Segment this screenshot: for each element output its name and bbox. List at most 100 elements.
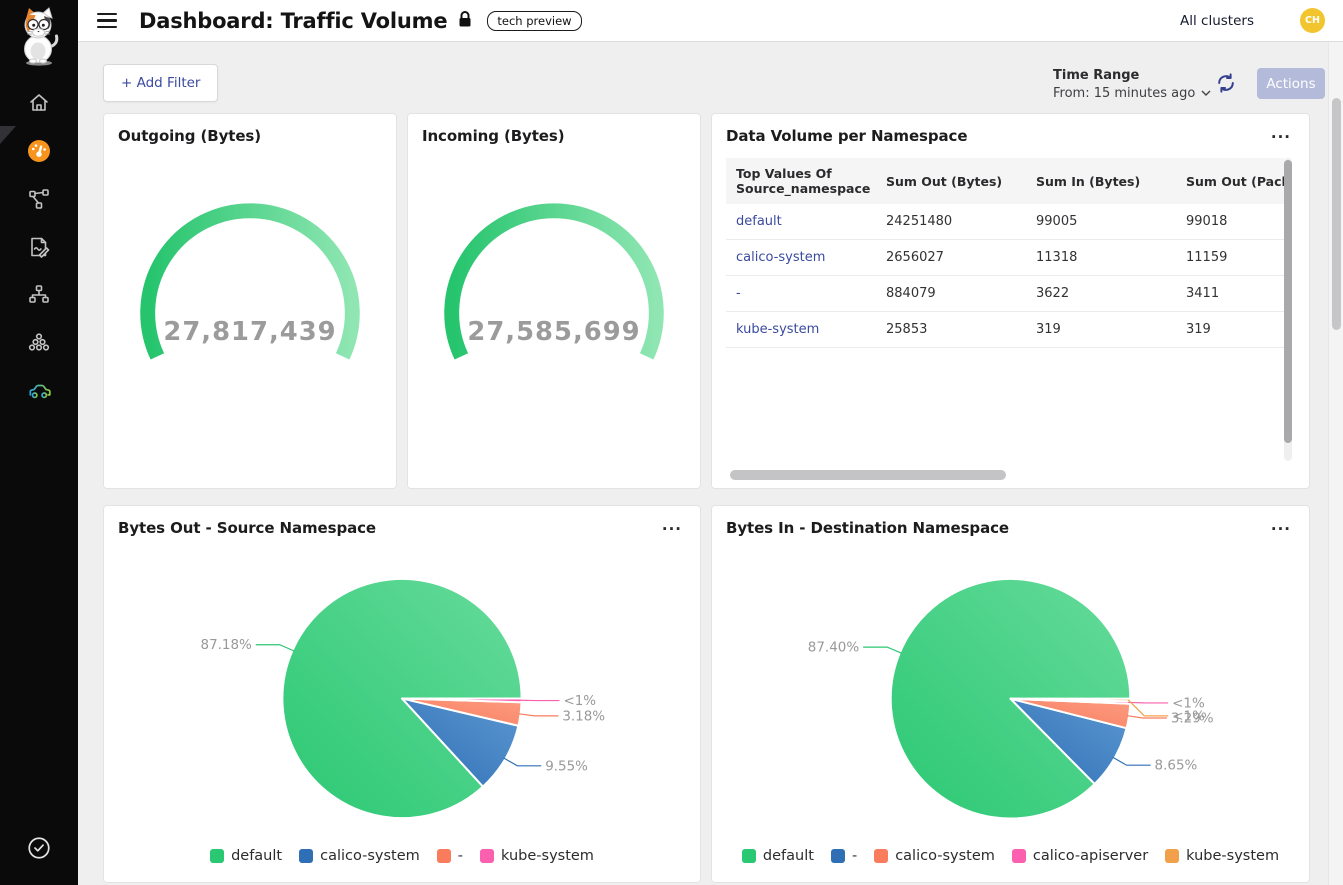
outgoing-gauge-chart: 27,817,439 [140,203,360,360]
cluster-selector[interactable]: All clusters [1180,12,1254,29]
document-edit-icon [31,237,50,258]
legend-item-default[interactable]: default [210,848,282,864]
table-cell: - [726,275,876,312]
more-menu-icon[interactable]: ... [1270,124,1291,142]
table-cell: 319 [1176,311,1284,348]
nav-network-sets[interactable] [0,277,78,313]
cluster-nodes-icon [28,333,50,351]
legend-swatch [741,849,756,864]
table-cell: kube-system [726,311,876,348]
column-header: Sum Out (Packets) [1176,158,1284,204]
legend-swatch [1165,849,1180,864]
table-cell: default [726,204,876,240]
legend-item-default[interactable]: default [741,848,814,865]
time-range-label: Time Range [1053,68,1140,83]
table-cell: 11159 [1176,239,1284,276]
card-title: Data Volume per Namespace [726,127,968,145]
table-cell: 24251480 [876,204,1026,240]
namespace-link[interactable]: default [736,214,782,229]
page-scrollbar-thumb[interactable] [1332,98,1341,330]
card-title: Bytes In - Destination Namespace [726,519,1009,537]
nav-clusters[interactable] [0,325,78,361]
card-title: Incoming (Bytes) [422,127,565,145]
pie-label: 87.40% [808,640,860,656]
legend-swatch [436,848,451,863]
network-tree-icon [29,285,49,303]
table-cell: 99018 [1176,204,1284,240]
legend-label: kube-system [1186,848,1280,865]
nav-dashboard-active[interactable] [0,133,78,169]
table-cell: 884079 [876,275,1026,312]
column-header: Sum In (Bytes) [1026,158,1176,204]
avatar[interactable]: CH [1300,8,1325,33]
legend-label: calico-apiserver [1032,848,1149,865]
table-cell: 25853 [876,311,1026,348]
home-icon [30,94,48,111]
legend-item-calico-apiserver[interactable]: calico-apiserver [1011,848,1149,865]
bytes-out-pie-card: Bytes Out - Source Namespace ... 87.18% 9… [103,505,701,883]
legend-item-calico-system[interactable]: calico-system [874,848,995,864]
bytes-in-pie-chart: 87.40% 8.65% 3.29%<1%<1% [808,577,1214,820]
table-header: Top Values Of Source_namespace Sum Out (B… [726,158,1284,204]
nav-whisker[interactable] [0,372,78,408]
time-range-selector[interactable]: Time Range From: 15 minutes ago [1053,68,1211,101]
more-menu-icon[interactable]: ... [661,516,682,534]
more-menu-icon[interactable]: ... [1270,516,1291,534]
legend-swatch [299,848,314,863]
bytes-out-pie-chart: 87.18% 9.55% 3.18%<1% [201,577,605,820]
legend-label: kube-system [501,847,594,864]
add-filter-button[interactable]: + Add Filter [103,64,219,102]
legend-label: default [762,848,814,865]
table-row: calico-system 2656027 11318 11159 [726,239,1284,276]
sidebar [0,0,78,885]
legend-item-kube-system[interactable]: kube-system [1165,848,1279,864]
table-cell: 99005 [1026,204,1176,240]
legend-label: calico-system [320,847,420,864]
nav-service-graph[interactable] [0,181,78,217]
calico-cat-logo[interactable] [13,6,65,72]
legend-label: default [231,847,283,864]
pie-label: 8.65% [1155,758,1198,774]
refresh-button[interactable] [1213,71,1239,97]
namespace-link[interactable]: calico-system [736,250,826,265]
legend-swatch [1011,849,1026,864]
legend-swatch [210,848,225,863]
bytes-in-pie-card: Bytes In - Destination Namespace ... 87.… [711,505,1310,883]
sidebar-notch [0,126,16,144]
main-content: + Add Filter Time Range From: 15 minutes… [78,42,1343,885]
table-cell: 2656027 [876,239,1026,276]
car-icon [29,384,51,399]
column-header: Top Values Of Source_namespace [726,158,876,204]
namespace-link[interactable]: - [736,286,741,301]
outgoing-bytes-card: Outgoing (Bytes) 27,817,439 [103,113,397,489]
table-horizontal-scrollbar-thumb[interactable] [730,470,1006,480]
table-vertical-scrollbar-thumb[interactable] [1284,160,1292,443]
header: Dashboard: Traffic Volume tech preview A… [78,0,1343,42]
page-scrollbar[interactable] [1328,42,1343,885]
table-cell: 3411 [1176,275,1284,312]
table-row: - 884079 3622 3411 [726,275,1284,312]
bytes-out-legend: default calico-system - kube-system [104,848,700,864]
dashboard-gauge-icon [28,140,50,162]
pie-label: <1% [1172,695,1205,711]
nav-home[interactable] [0,85,78,121]
incoming-bytes-card: Incoming (Bytes) 27,585,699 [407,113,701,489]
nav-logs[interactable] [0,229,78,265]
time-range-value: From: 15 minutes ago [1053,86,1196,101]
legend-item-kube-system[interactable]: kube-system [480,848,594,864]
legend-swatch [830,849,845,864]
legend-item--[interactable]: - [830,848,857,864]
nav-compliance[interactable] [0,830,78,866]
table-vertical-scrollbar[interactable] [1284,158,1292,461]
table-row: default 24251480 99005 99018 [726,204,1284,240]
actions-button[interactable]: Actions [1257,68,1325,99]
card-title: Bytes Out - Source Namespace [118,519,376,537]
namespace-table-viewport: Top Values Of Source_namespace Sum Out (B… [726,158,1284,404]
pie-label: <1% [563,694,596,709]
lock-icon [457,10,473,32]
legend-item-calico-system[interactable]: calico-system [299,848,420,864]
hamburger-menu-icon[interactable] [97,12,117,29]
legend-item--[interactable]: - [436,848,463,864]
namespace-link[interactable]: kube-system [736,322,820,337]
table-cell: 3622 [1026,275,1176,312]
